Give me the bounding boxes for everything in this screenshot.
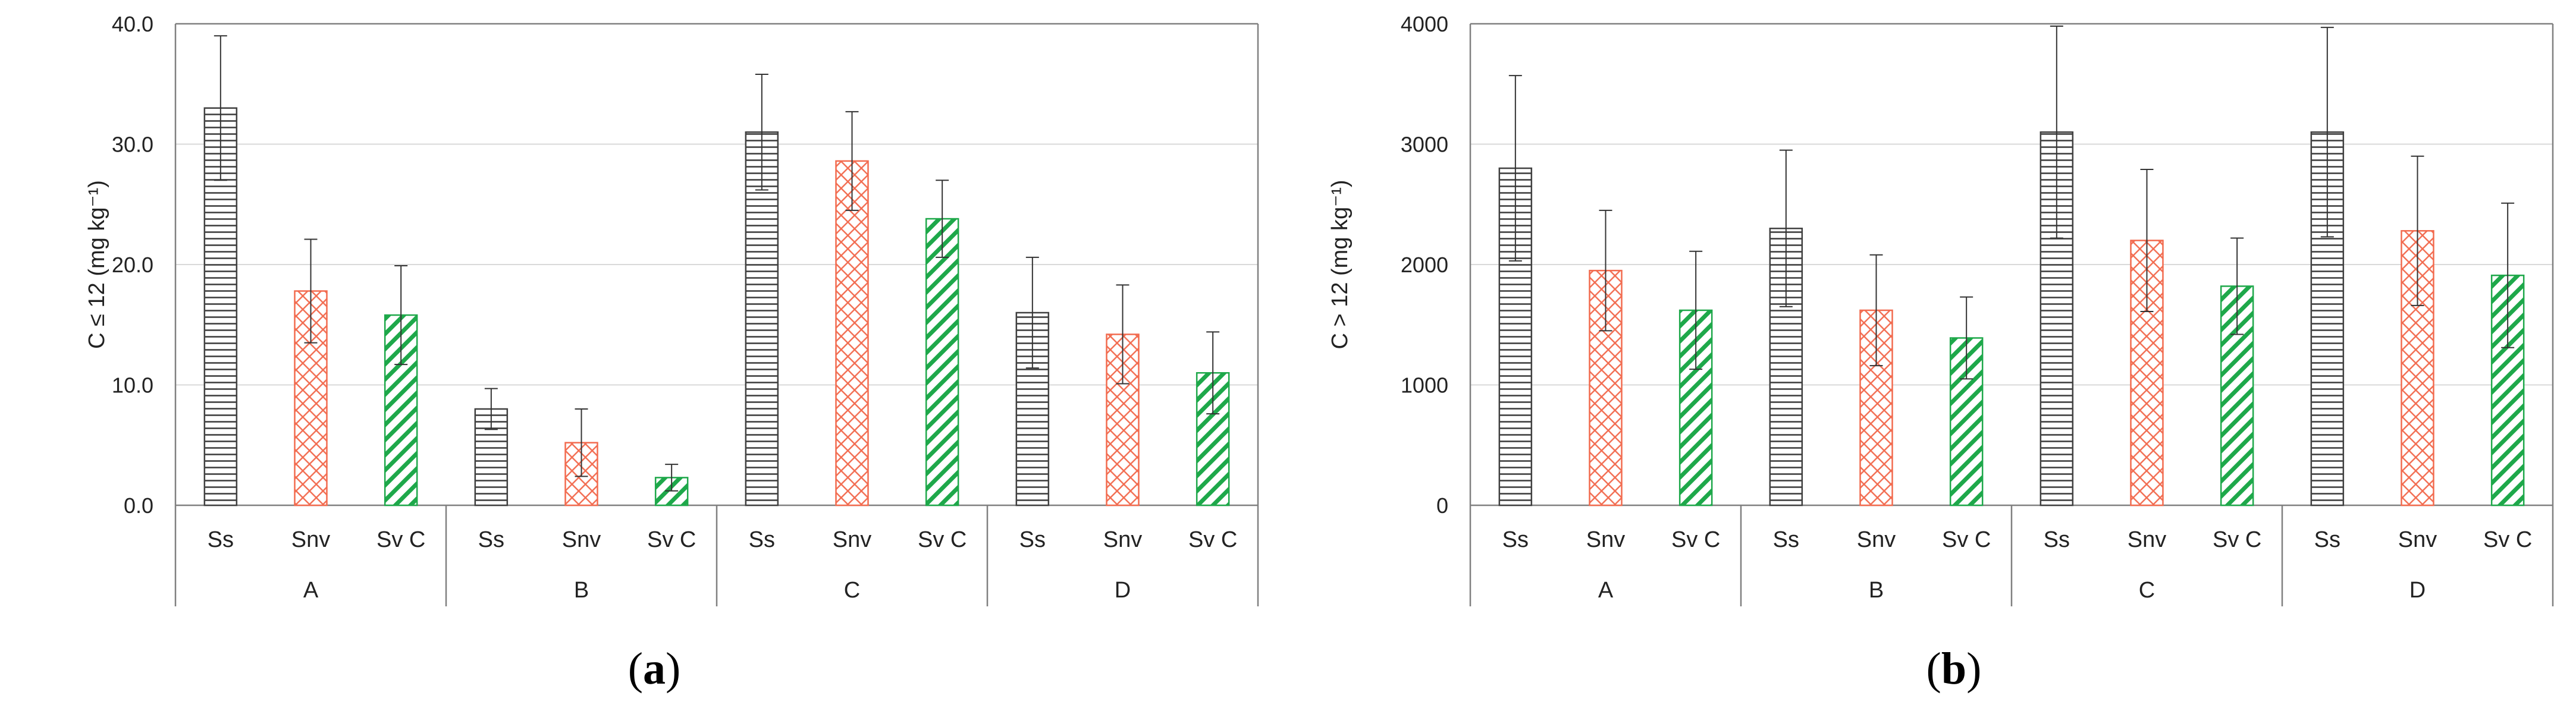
error-bar <box>484 388 498 430</box>
bar-C-Sv-C <box>925 218 959 506</box>
y-tick-label: 3000 <box>1401 133 1448 157</box>
category-label: Sv C <box>1942 527 1991 552</box>
chart-b: 0 1000 2000 3000 4000 C > 12 (mg kg⁻¹) Ss Snv Sv… <box>1328 12 2554 694</box>
error-bar <box>665 464 679 492</box>
error-bar <box>2501 202 2515 348</box>
bar-C-Ss <box>2040 131 2074 506</box>
bar-C-Sv-C <box>2220 285 2254 506</box>
bar-C-Snv <box>835 160 869 506</box>
chart-a: 0.0 10.0 20.0 30.0 40.0 C ≤ 12 (mg kg⁻¹) Ss Snv… <box>84 12 1259 694</box>
category-label: Ss <box>1502 527 1529 552</box>
group-label: B <box>1869 578 1884 603</box>
bar-C-Ss <box>745 131 779 506</box>
error-bar <box>575 408 588 477</box>
error-bar <box>304 238 318 344</box>
y-tick-label: 4000 <box>1401 12 1448 36</box>
group-label: D <box>1115 578 1131 603</box>
bar-B-Sv-C <box>654 477 689 506</box>
category-label: Ss <box>1019 527 1046 552</box>
category-label: Snv <box>1857 527 1896 552</box>
y-tick-label: 2000 <box>1401 253 1448 277</box>
category-label: Ss <box>208 527 234 552</box>
group-label: A <box>1598 578 1614 603</box>
category-label: Snv <box>291 527 330 552</box>
y-tick-label: 30.0 <box>112 133 153 157</box>
group-label: B <box>574 578 589 603</box>
group-label: C <box>2139 578 2155 603</box>
error-bar <box>1206 331 1220 415</box>
error-bar <box>845 111 859 211</box>
group-label: D <box>2409 578 2426 603</box>
error-bar <box>1116 284 1129 385</box>
category-label: Sv C <box>2483 527 2532 552</box>
category-label: Snv <box>1586 527 1625 552</box>
error-bar <box>936 180 949 258</box>
y-tick-label: 10.0 <box>112 373 153 398</box>
category-label: Sv C <box>647 527 696 552</box>
category-label: Snv <box>2128 527 2166 552</box>
error-bar <box>1689 250 1703 370</box>
error-bar <box>214 35 227 181</box>
error-bar <box>1599 209 1612 332</box>
y-tick-label: 20.0 <box>112 253 153 277</box>
error-bar <box>755 74 768 191</box>
error-bar <box>1869 254 1883 367</box>
category-label: Snv <box>833 527 871 552</box>
category-label: Sv C <box>918 527 967 552</box>
error-bar <box>1960 296 1973 380</box>
category-label: Ss <box>749 527 775 552</box>
group-label: C <box>844 578 860 603</box>
category-label: Sv C <box>1188 527 1237 552</box>
y-axis-label: C > 12 (mg kg⁻¹) <box>1328 180 1353 349</box>
panel-label: (a) <box>628 644 681 694</box>
error-bar <box>1025 256 1039 369</box>
bar-B-Ss <box>474 408 509 506</box>
category-label: Ss <box>2044 527 2070 552</box>
y-tick-label: 40.0 <box>112 12 153 36</box>
error-bar <box>2140 169 2154 312</box>
category-label: Sv C <box>376 527 425 552</box>
category-label: Ss <box>1773 527 1799 552</box>
category-label: Snv <box>2398 527 2437 552</box>
y-axis-label: C ≤ 12 (mg kg⁻¹) <box>84 180 109 349</box>
error-bar <box>2411 155 2424 306</box>
error-bar <box>2230 237 2244 335</box>
y-tick-label: 0.0 <box>124 493 153 518</box>
y-tick-label: 1000 <box>1401 373 1448 398</box>
category-label: Snv <box>562 527 601 552</box>
error-bar <box>394 265 408 366</box>
y-tick-label: 0 <box>1436 493 1448 518</box>
error-bar <box>1508 75 1522 262</box>
category-label: Snv <box>1103 527 1142 552</box>
category-label: Sv C <box>2213 527 2261 552</box>
group-label: A <box>303 578 319 603</box>
error-bar <box>2320 27 2334 238</box>
error-bar <box>1779 149 1793 307</box>
panel-label: (b) <box>1926 644 1982 694</box>
category-label: Ss <box>478 527 504 552</box>
category-label: Ss <box>2314 527 2340 552</box>
category-label: Sv C <box>1671 527 1720 552</box>
error-bar <box>2050 26 2063 239</box>
